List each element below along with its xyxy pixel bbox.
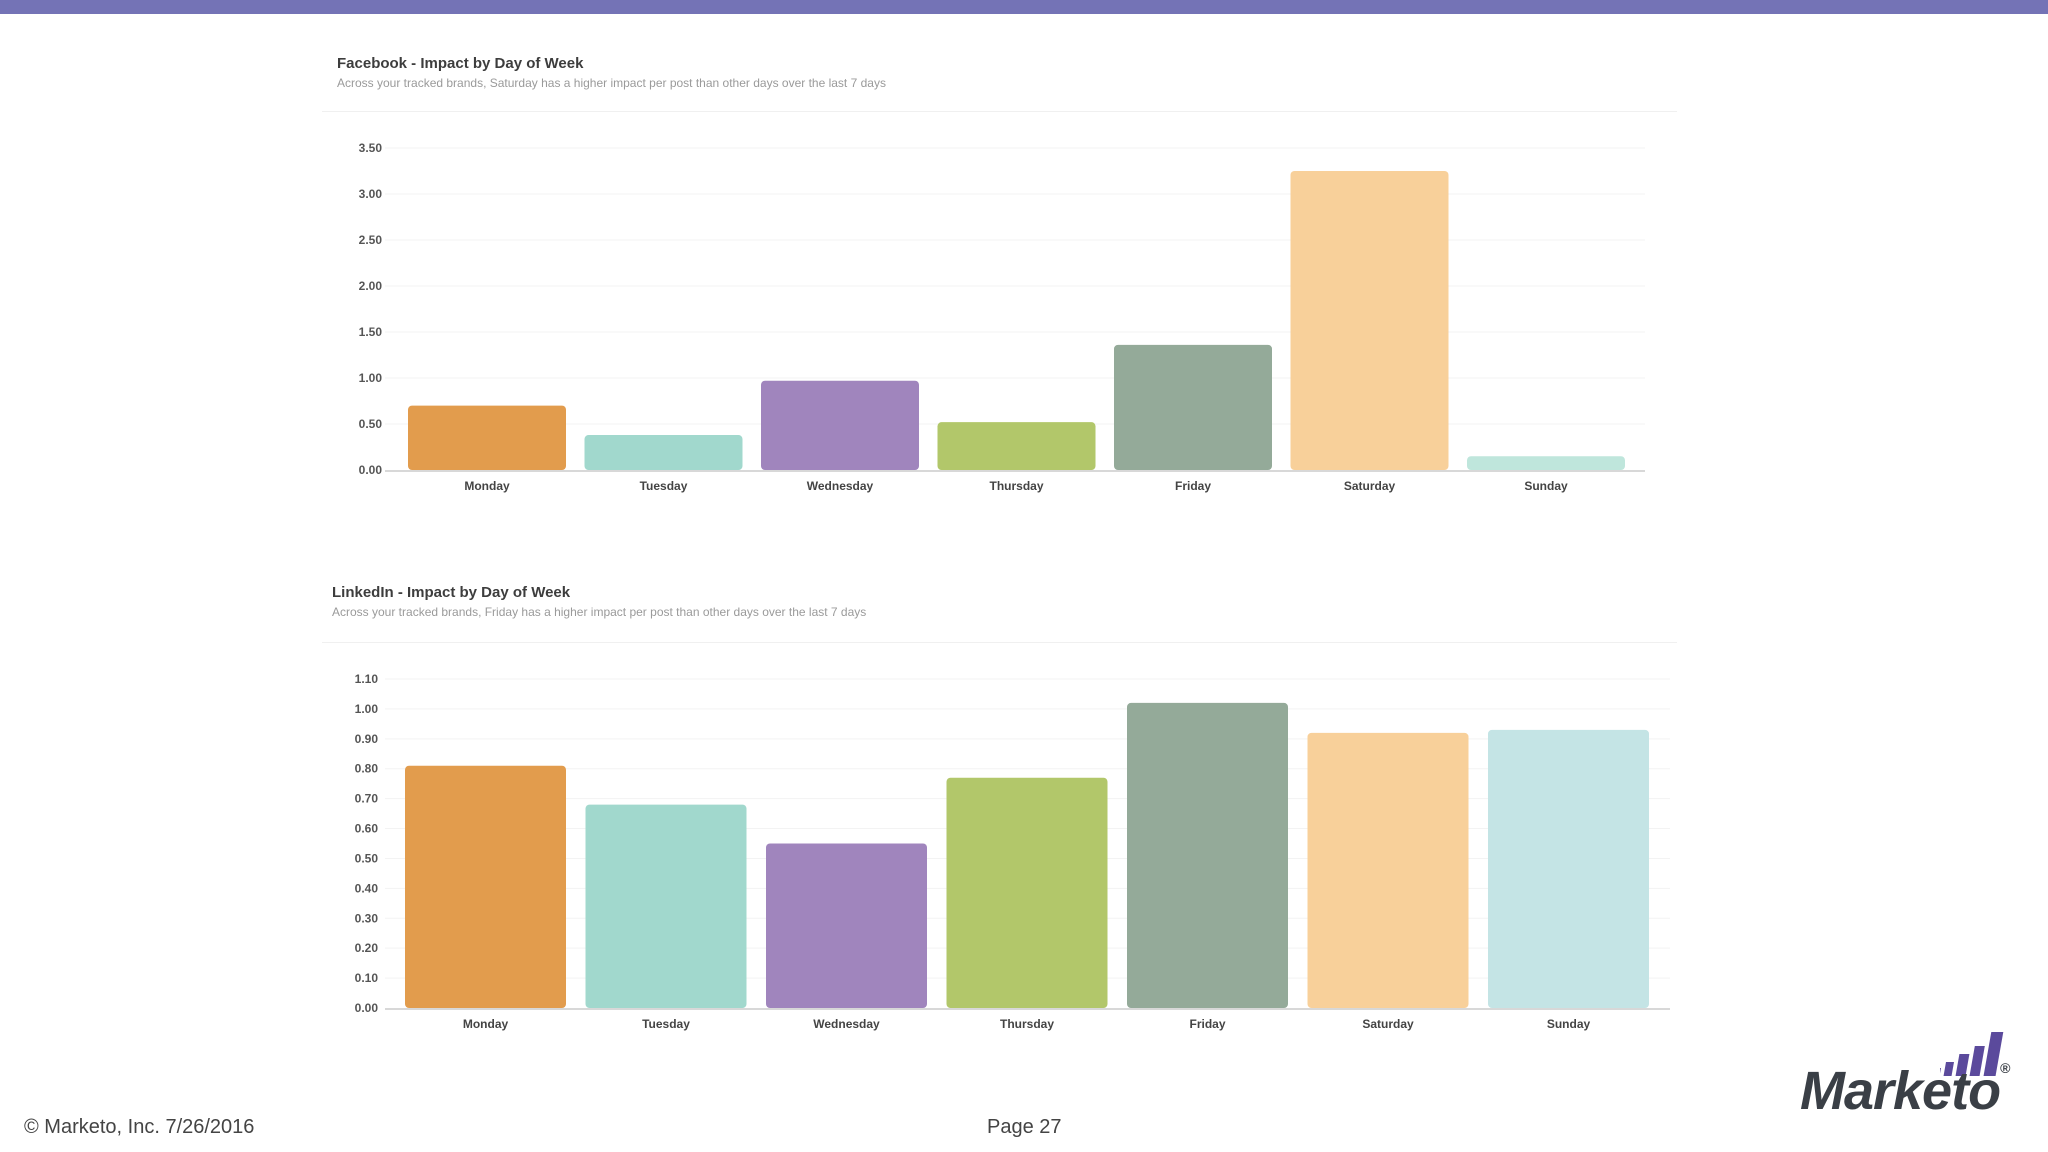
- linkedin-y-tick-label: 0.90: [355, 732, 379, 746]
- facebook-bar-wednesday: [761, 380, 919, 470]
- linkedin-x-tick-label: Saturday: [1362, 1017, 1414, 1031]
- linkedin-y-tick-label: 0.40: [355, 881, 379, 895]
- linkedin-x-tick-label: Wednesday: [813, 1017, 880, 1031]
- facebook-bar-chart: 0.00 0.50 1.00 1.50 2.00 2.50 3.00 3.50 Monday Tu…: [359, 141, 1645, 493]
- linkedin-x-tick-label: Tuesday: [642, 1017, 690, 1031]
- top-accent-bar: [0, 0, 2048, 14]
- linkedin-bar-tuesday: [585, 804, 747, 1008]
- facebook-y-tick-label: 0.50: [359, 417, 383, 431]
- facebook-x-tick-label: Wednesday: [807, 479, 874, 493]
- linkedin-chart-title: LinkedIn - Impact by Day of Week: [332, 584, 571, 601]
- linkedin-bar-thursday: [946, 777, 1108, 1008]
- marketo-wordmark: Marketo®: [1800, 1060, 2010, 1122]
- facebook-bar-thursday: [937, 422, 1096, 470]
- linkedin-x-tick-label: Sunday: [1547, 1017, 1591, 1031]
- linkedin-bar-chart: 0.00 0.10 0.20 0.30 0.40 0.50 0.60 0.70 0.80 0.90…: [355, 672, 1670, 1031]
- linkedin-y-tick-label: 1.10: [355, 672, 379, 686]
- linkedin-bar-saturday: [1307, 732, 1469, 1008]
- linkedin-x-tick-label: Thursday: [1000, 1017, 1054, 1031]
- linkedin-x-tick-label: Friday: [1189, 1017, 1225, 1031]
- linkedin-bar-sunday: [1488, 729, 1649, 1008]
- facebook-x-tick-label: Tuesday: [640, 479, 688, 493]
- linkedin-chart-divider: [322, 642, 1677, 643]
- linkedin-y-tick-label: 0.20: [355, 941, 379, 955]
- facebook-y-tick-label: 3.50: [359, 141, 383, 155]
- marketo-bars-icon: [1940, 1032, 2004, 1076]
- logo-bar: [1969, 1046, 1985, 1076]
- facebook-y-tick-label: 0.00: [359, 463, 383, 477]
- logo-bar: [1983, 1032, 2004, 1076]
- facebook-bar-tuesday: [584, 435, 743, 470]
- facebook-y-tick-label: 2.50: [359, 233, 383, 247]
- facebook-x-tick-label: Monday: [464, 479, 510, 493]
- facebook-y-tick-label: 3.00: [359, 187, 383, 201]
- linkedin-bar-monday: [405, 765, 566, 1008]
- linkedin-y-tick-label: 1.00: [355, 702, 379, 716]
- linkedin-y-tick-label: 0.00: [355, 1001, 379, 1015]
- facebook-y-tick-label: 1.50: [359, 325, 383, 339]
- linkedin-bar-friday: [1127, 702, 1288, 1008]
- linkedin-y-tick-label: 0.50: [355, 851, 379, 865]
- facebook-bar-monday: [408, 405, 566, 470]
- marketo-wordmark-text: Marketo: [1800, 1061, 2001, 1121]
- registered-mark: ®: [2000, 1060, 2010, 1076]
- facebook-chart-divider: [322, 111, 1677, 112]
- facebook-bar-saturday: [1290, 171, 1449, 470]
- facebook-x-tick-label: Thursday: [989, 479, 1043, 493]
- facebook-x-tick-label: Sunday: [1524, 479, 1568, 493]
- facebook-x-tick-label: Saturday: [1344, 479, 1396, 493]
- facebook-chart-subtitle: Across your tracked brands, Saturday has…: [337, 76, 886, 90]
- marketo-logo: Marketo®: [1800, 1020, 2020, 1130]
- logo-bar: [1943, 1062, 1955, 1076]
- linkedin-chart-subtitle: Across your tracked brands, Friday has a…: [332, 605, 867, 619]
- facebook-bar-sunday: [1467, 456, 1625, 470]
- linkedin-y-tick-label: 0.10: [355, 971, 379, 985]
- linkedin-y-tick-label: 0.30: [355, 911, 379, 925]
- facebook-y-tick-label: 2.00: [359, 279, 383, 293]
- linkedin-x-tick-label: Monday: [463, 1017, 509, 1031]
- facebook-chart-title: Facebook - Impact by Day of Week: [337, 55, 584, 72]
- footer-page-number: Page 27: [987, 1116, 1062, 1138]
- facebook-y-tick-label: 1.00: [359, 371, 383, 385]
- logo-bar: [1955, 1054, 1970, 1076]
- facebook-x-tick-label: Friday: [1175, 479, 1211, 493]
- footer-copyright: © Marketo, Inc. 7/26/2016: [24, 1116, 255, 1138]
- linkedin-bar-wednesday: [766, 843, 927, 1008]
- facebook-bar-friday: [1114, 344, 1272, 470]
- linkedin-y-tick-label: 0.70: [355, 792, 379, 806]
- linkedin-y-tick-label: 0.60: [355, 822, 379, 836]
- linkedin-y-tick-label: 0.80: [355, 762, 379, 776]
